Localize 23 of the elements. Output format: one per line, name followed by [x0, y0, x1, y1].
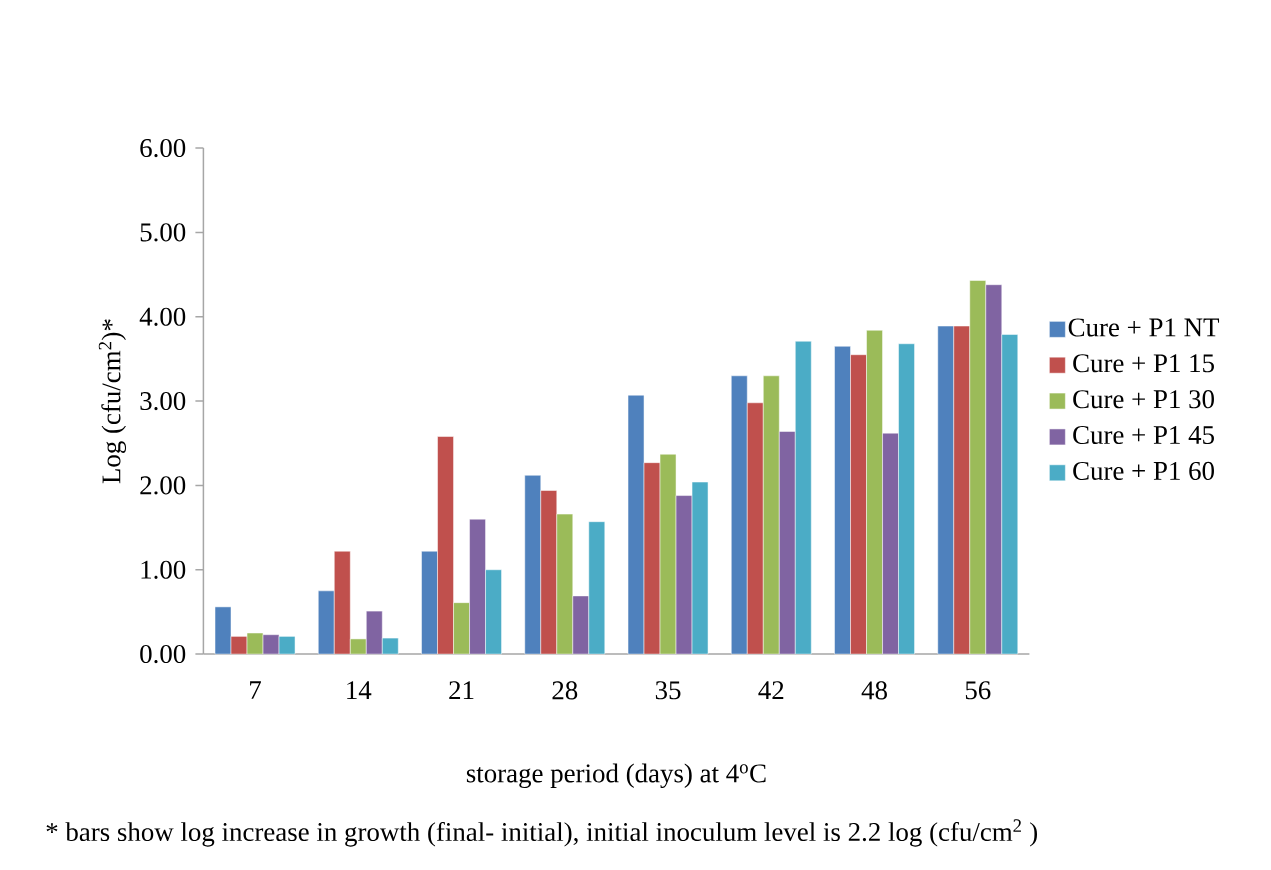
- legend-label: Cure + P1 45: [1073, 426, 1214, 445]
- x-tick-label: 48: [861, 681, 887, 700]
- y-tick-label: 6.00: [140, 138, 186, 158]
- x-axis-title: storage period (days) at 4$^{o}$C: [466, 763, 766, 789]
- y-tick-label: 2.00: [140, 476, 186, 495]
- text: * bars show log increase in growth (final- initial), initial inoculum level is 2.2 log (cfu/cm$^{2}$ ): [46, 819, 1038, 847]
- y-tick-label: 3.00: [140, 391, 186, 411]
- legend-label: Cure + P1 NT: [1068, 318, 1220, 337]
- legend-label: Cure + P1 60: [1073, 461, 1214, 480]
- y-tick-label: 0.00: [140, 644, 186, 664]
- x-tick-label: 28: [552, 681, 578, 700]
- y-tick-label: 4.00: [139, 307, 186, 326]
- x-tick-label: 7: [250, 681, 261, 699]
- x-tick-label: 35: [655, 681, 681, 700]
- y-axis-title: Log (cfu/cm$^{2}$)*: [98, 319, 127, 484]
- x-tick-label: 42: [758, 681, 784, 700]
- y-tick-label: 5.00: [140, 223, 186, 242]
- x-tick-label: 21: [449, 681, 474, 700]
- legend-label: Cure + P1 30: [1073, 390, 1214, 409]
- legend-label: Cure + P1 15: [1073, 354, 1214, 373]
- y-tick-label: 1.00: [141, 560, 186, 579]
- x-tick-label: 14: [347, 681, 372, 700]
- x-tick-label: 56: [965, 681, 991, 700]
